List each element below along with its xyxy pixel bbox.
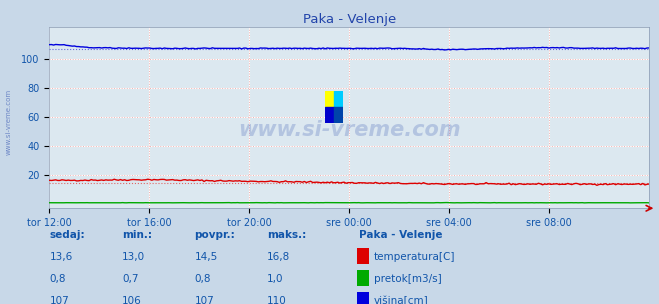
Text: povpr.:: povpr.: [194, 230, 235, 240]
Polygon shape [325, 107, 334, 123]
Text: 0,8: 0,8 [49, 274, 66, 284]
Text: 16,8: 16,8 [267, 252, 290, 262]
Text: 0,7: 0,7 [122, 274, 138, 284]
Text: www.si-vreme.com: www.si-vreme.com [5, 88, 11, 155]
Text: Paka - Velenje: Paka - Velenje [359, 230, 443, 240]
Text: 110: 110 [267, 296, 287, 304]
Text: 107: 107 [194, 296, 214, 304]
Text: www.si-vreme.com: www.si-vreme.com [238, 120, 461, 140]
Text: 106: 106 [122, 296, 142, 304]
Polygon shape [334, 107, 343, 123]
Text: 13,0: 13,0 [122, 252, 145, 262]
Text: 13,6: 13,6 [49, 252, 72, 262]
Text: 1,0: 1,0 [267, 274, 283, 284]
Text: maks.:: maks.: [267, 230, 306, 240]
Text: sedaj:: sedaj: [49, 230, 85, 240]
Text: višina[cm]: višina[cm] [374, 296, 428, 304]
Text: 107: 107 [49, 296, 69, 304]
Text: 14,5: 14,5 [194, 252, 217, 262]
Text: 0,8: 0,8 [194, 274, 211, 284]
Polygon shape [325, 91, 334, 107]
Polygon shape [334, 91, 343, 107]
Text: pretok[m3/s]: pretok[m3/s] [374, 274, 442, 284]
Text: min.:: min.: [122, 230, 152, 240]
Text: temperatura[C]: temperatura[C] [374, 252, 455, 262]
Title: Paka - Velenje: Paka - Velenje [302, 13, 396, 26]
